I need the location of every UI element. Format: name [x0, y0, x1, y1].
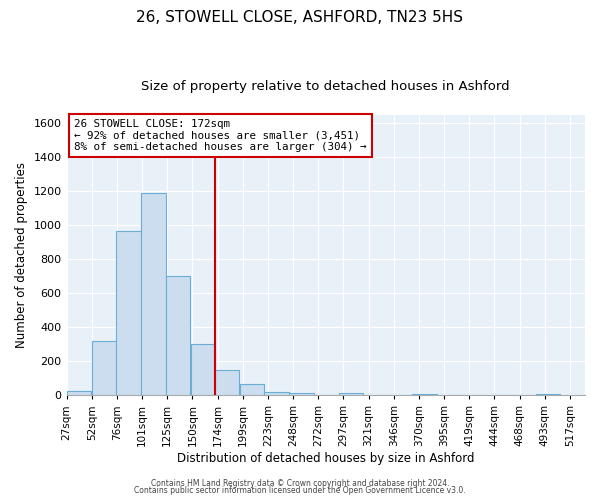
Bar — [412, 394, 437, 396]
X-axis label: Distribution of detached houses by size in Ashford: Distribution of detached houses by size … — [177, 452, 475, 465]
Bar — [92, 341, 116, 396]
Bar — [67, 391, 91, 396]
Text: Contains HM Land Registry data © Crown copyright and database right 2024.: Contains HM Land Registry data © Crown c… — [151, 478, 449, 488]
Y-axis label: Number of detached properties: Number of detached properties — [15, 162, 28, 348]
Text: 26, STOWELL CLOSE, ASHFORD, TN23 5HS: 26, STOWELL CLOSE, ASHFORD, TN23 5HS — [137, 10, 464, 25]
Bar — [166, 276, 190, 396]
Bar — [215, 370, 239, 396]
Bar — [339, 394, 363, 396]
Bar — [191, 344, 215, 396]
Bar — [116, 231, 140, 396]
Bar — [289, 392, 314, 396]
Bar — [240, 384, 265, 396]
Bar — [264, 392, 289, 396]
Title: Size of property relative to detached houses in Ashford: Size of property relative to detached ho… — [142, 80, 510, 93]
Text: 26 STOWELL CLOSE: 172sqm
← 92% of detached houses are smaller (3,451)
8% of semi: 26 STOWELL CLOSE: 172sqm ← 92% of detach… — [74, 119, 367, 152]
Bar — [536, 394, 560, 396]
Bar — [142, 193, 166, 396]
Text: Contains public sector information licensed under the Open Government Licence v3: Contains public sector information licen… — [134, 486, 466, 495]
